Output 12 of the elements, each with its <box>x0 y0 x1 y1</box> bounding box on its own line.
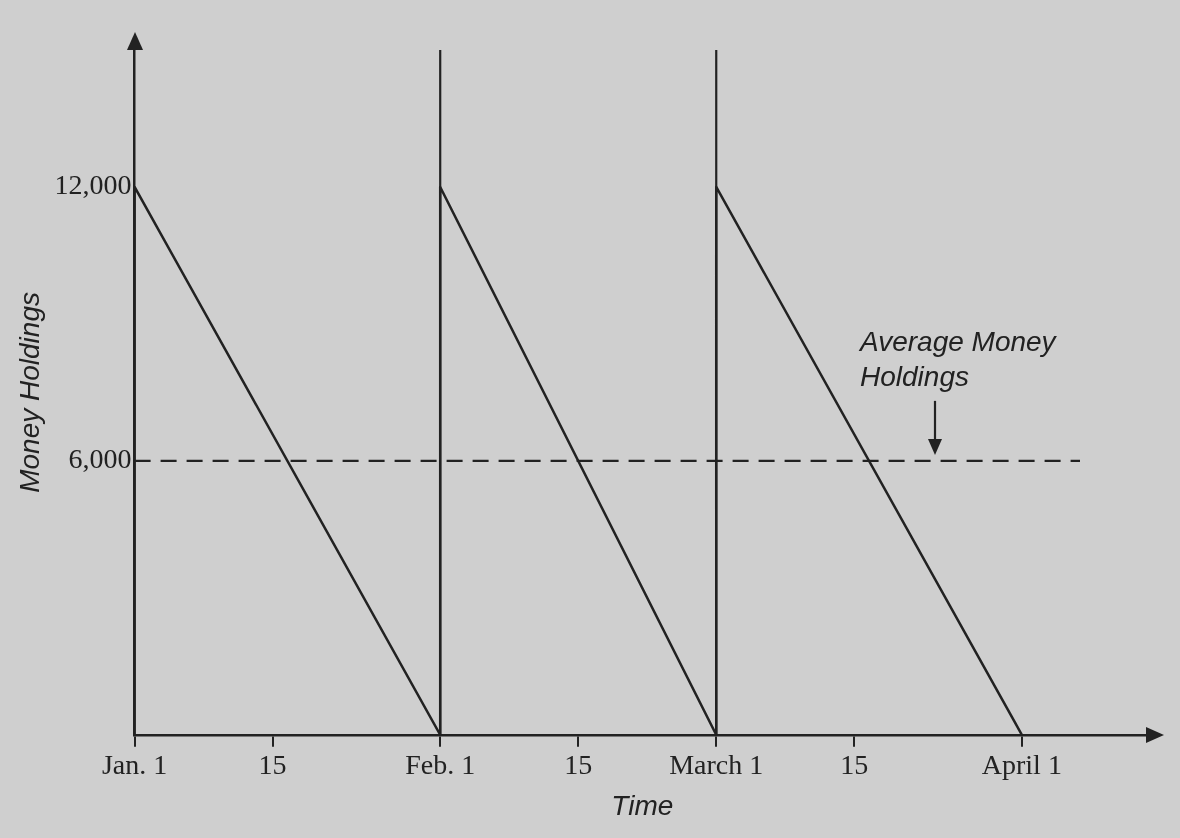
x-tick-label: Jan. 1 <box>101 748 168 780</box>
y-tick-label: 6,000 <box>68 443 132 475</box>
x-tick-label: 15 <box>564 748 593 780</box>
x-tick-label: 15 <box>840 748 869 780</box>
y-axis-title: Money Holdings <box>13 292 45 493</box>
x-tick-label: April 1 <box>981 748 1062 780</box>
x-axis-title: Time <box>611 790 674 821</box>
x-tick-label: March 1 <box>669 748 764 780</box>
ref-line-label: Average Money Holdings <box>858 325 1058 392</box>
x-tick-label: Feb. 1 <box>405 748 476 780</box>
y-tick-label: 12,000 <box>54 169 132 201</box>
x-tick-label: 15 <box>258 748 287 780</box>
